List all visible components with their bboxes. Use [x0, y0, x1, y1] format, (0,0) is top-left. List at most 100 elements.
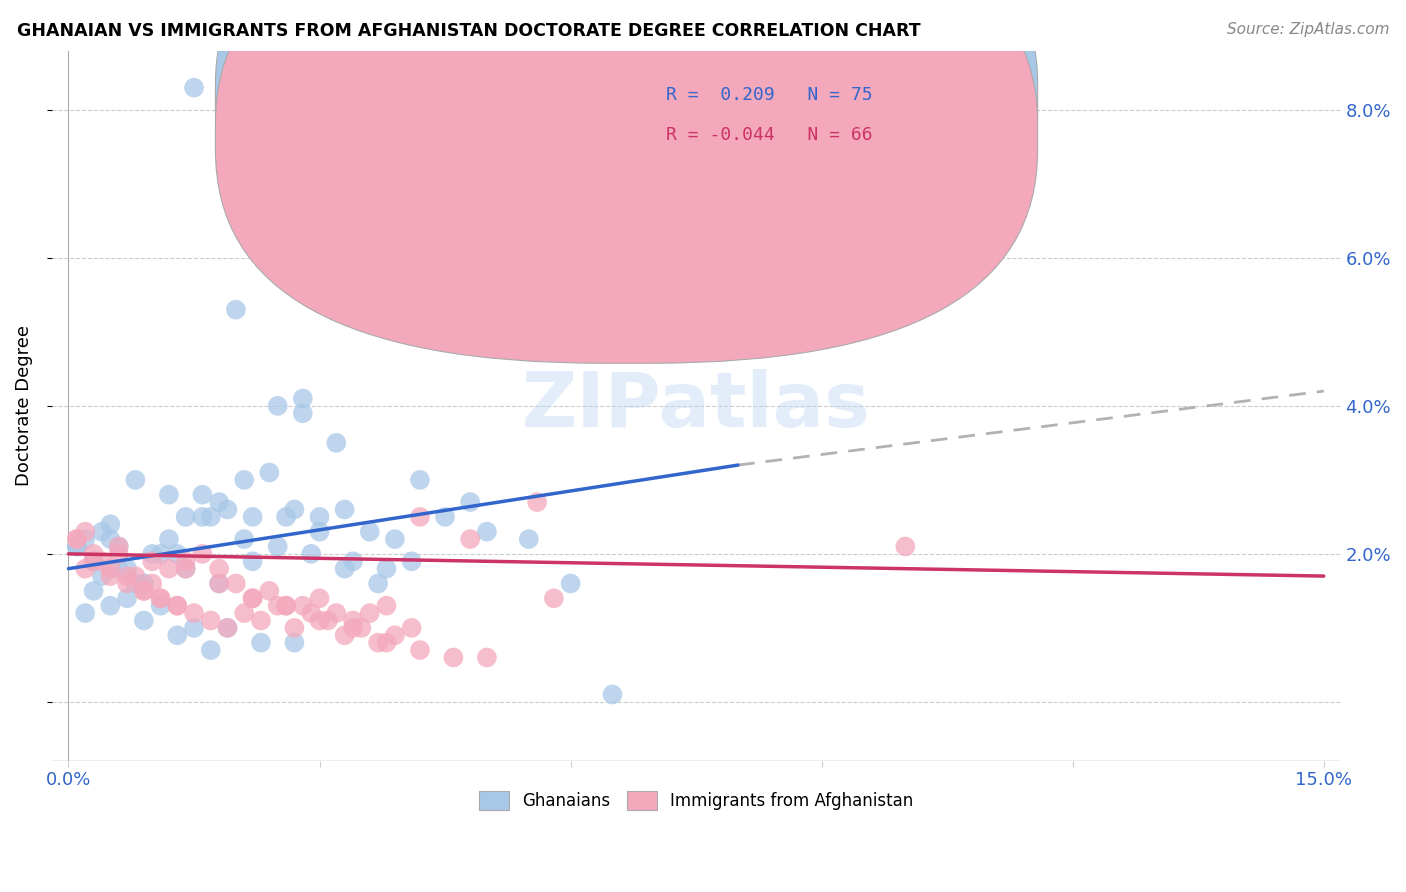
Point — [458, 532, 481, 546]
FancyBboxPatch shape — [215, 0, 1038, 324]
Point — [409, 643, 432, 657]
Point — [526, 495, 548, 509]
FancyBboxPatch shape — [215, 0, 1038, 363]
Point — [98, 517, 121, 532]
Point — [115, 576, 138, 591]
Point — [308, 524, 330, 539]
Point — [98, 569, 121, 583]
Point — [375, 599, 398, 613]
Point — [183, 80, 205, 95]
Point — [274, 509, 297, 524]
Point — [233, 473, 256, 487]
Point — [333, 562, 356, 576]
Point — [107, 540, 129, 554]
Point — [367, 635, 389, 649]
Point — [291, 406, 314, 420]
Point — [157, 488, 180, 502]
Y-axis label: Doctorate Degree: Doctorate Degree — [15, 326, 32, 486]
Point — [166, 628, 188, 642]
Point — [183, 606, 205, 620]
Point — [475, 650, 498, 665]
Point — [458, 495, 481, 509]
Point — [894, 540, 917, 554]
Point — [602, 688, 624, 702]
Point — [325, 606, 347, 620]
Point — [166, 547, 188, 561]
Point — [83, 554, 105, 568]
Point — [200, 509, 222, 524]
Point — [316, 614, 339, 628]
Point — [66, 540, 89, 554]
Point — [141, 547, 163, 561]
Point — [83, 583, 105, 598]
Point — [375, 635, 398, 649]
Point — [325, 199, 347, 213]
Point — [191, 509, 214, 524]
Point — [283, 635, 305, 649]
Point — [132, 576, 155, 591]
Point — [208, 576, 231, 591]
Point — [291, 392, 314, 406]
Point — [132, 583, 155, 598]
Point — [83, 554, 105, 568]
Point — [560, 576, 582, 591]
Point — [242, 554, 264, 568]
Point — [250, 635, 273, 649]
Point — [66, 532, 89, 546]
Point — [124, 569, 146, 583]
Point — [157, 532, 180, 546]
Point — [149, 591, 172, 606]
Point — [98, 532, 121, 546]
Point — [107, 547, 129, 561]
Point — [259, 251, 281, 265]
Point — [217, 502, 239, 516]
Point — [325, 436, 347, 450]
Point — [299, 606, 322, 620]
Point — [83, 554, 105, 568]
Point — [350, 621, 373, 635]
Point — [191, 547, 214, 561]
Point — [66, 532, 89, 546]
Point — [443, 650, 465, 665]
Text: Source: ZipAtlas.com: Source: ZipAtlas.com — [1226, 22, 1389, 37]
Point — [299, 547, 322, 561]
Point — [91, 554, 114, 568]
Point — [75, 524, 97, 539]
Point — [115, 569, 138, 583]
Text: ZIPatlas: ZIPatlas — [522, 369, 870, 443]
Point — [233, 532, 256, 546]
Point — [367, 576, 389, 591]
Point — [283, 502, 305, 516]
Point — [434, 509, 457, 524]
Point — [233, 606, 256, 620]
Point — [333, 502, 356, 516]
Point — [200, 614, 222, 628]
Point — [409, 473, 432, 487]
Point — [98, 599, 121, 613]
Point — [267, 599, 290, 613]
Point — [183, 621, 205, 635]
Point — [166, 599, 188, 613]
Point — [267, 399, 290, 413]
Point — [149, 591, 172, 606]
Point — [107, 540, 129, 554]
Point — [75, 606, 97, 620]
Point — [174, 562, 197, 576]
Point — [375, 562, 398, 576]
Point — [475, 524, 498, 539]
Point — [166, 599, 188, 613]
Point — [401, 621, 423, 635]
Point — [174, 509, 197, 524]
Point — [242, 509, 264, 524]
Point — [217, 621, 239, 635]
Point — [342, 554, 364, 568]
Point — [208, 562, 231, 576]
Point — [191, 488, 214, 502]
Point — [124, 576, 146, 591]
Point — [359, 524, 381, 539]
Point — [98, 562, 121, 576]
Point — [401, 554, 423, 568]
Point — [333, 628, 356, 642]
Point — [91, 569, 114, 583]
Point — [225, 576, 247, 591]
